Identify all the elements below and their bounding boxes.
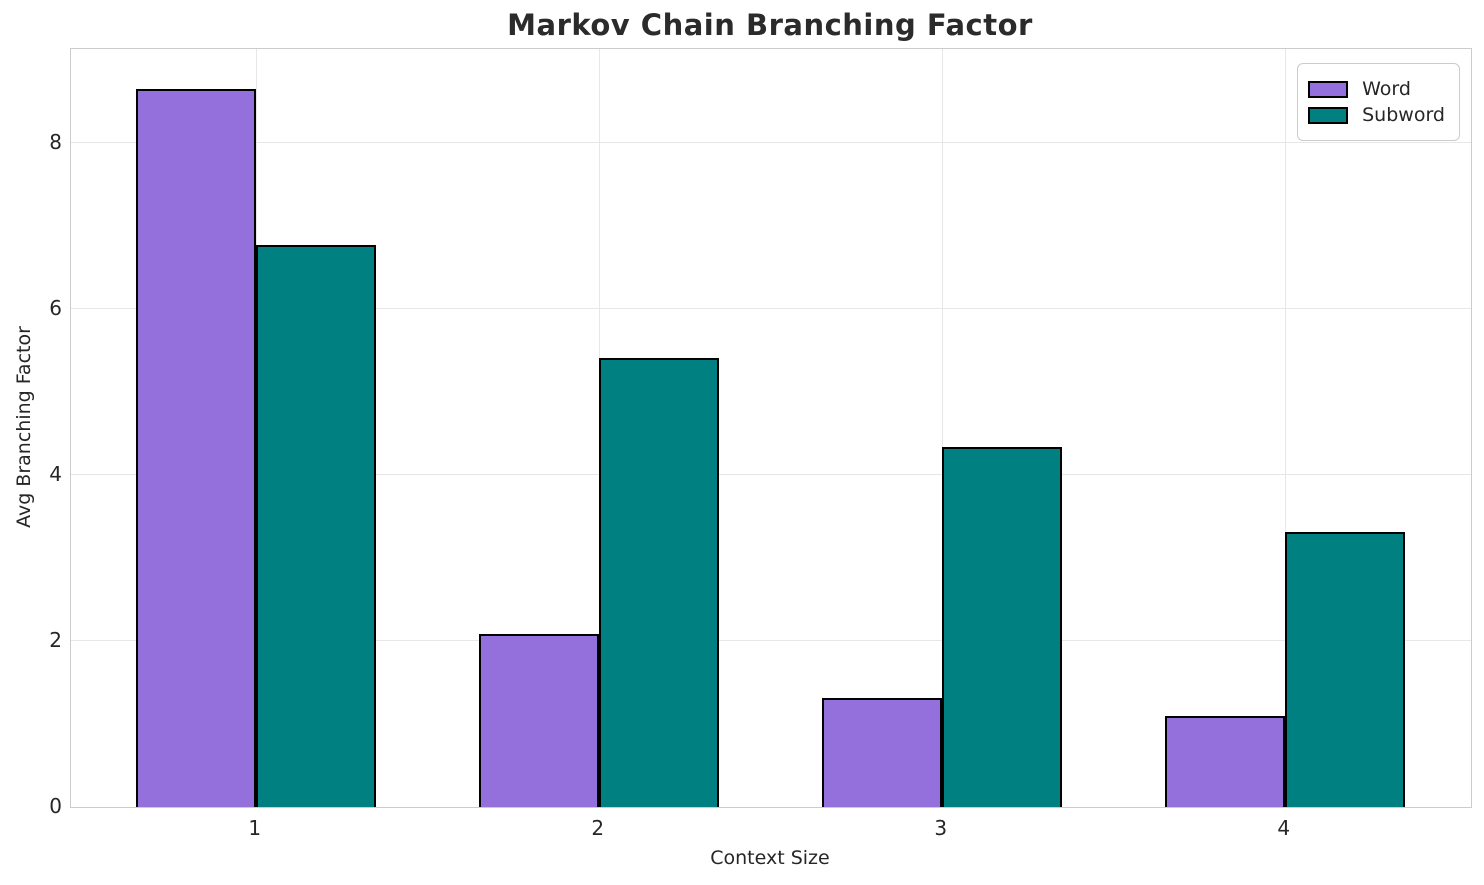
bar-subword-1 (255, 244, 376, 807)
x-tick-label-3: 3 (934, 816, 948, 840)
x-axis-label: Context Size (710, 847, 830, 869)
y-tick-label-6: 6 (49, 295, 62, 320)
bar-subword-3 (941, 446, 1062, 807)
bar-word-1 (135, 88, 256, 807)
gridline-y-2 (71, 639, 1471, 641)
bar-subword-2 (598, 357, 719, 807)
gridline-x-3 (941, 49, 943, 807)
bar-word-2 (478, 634, 599, 807)
legend-label-word: Word (1362, 78, 1411, 100)
gridline-y-6 (71, 307, 1471, 309)
x-tick-label-2: 2 (591, 816, 605, 840)
y-tick-label-4: 4 (49, 461, 62, 486)
legend-item-subword: Subword (1308, 104, 1445, 126)
x-tick-label-1: 1 (248, 816, 262, 840)
y-tick-label-8: 8 (49, 129, 62, 154)
bar-word-3 (821, 698, 942, 807)
bar-subword-4 (1284, 532, 1405, 807)
plot-area: Word Subword (70, 48, 1472, 808)
y-tick-label-2: 2 (49, 627, 62, 652)
legend-label-subword: Subword (1362, 104, 1445, 126)
gridline-y-8 (71, 141, 1471, 143)
x-tick-label-4: 4 (1277, 816, 1291, 840)
bar-word-4 (1164, 715, 1285, 807)
legend-swatch-word (1308, 80, 1349, 98)
y-axis-label: Avg Branching Factor (13, 326, 35, 528)
gridline-x-4 (1284, 49, 1286, 807)
y-tick-label-0: 0 (49, 794, 62, 818)
legend-swatch-subword (1308, 106, 1349, 124)
gridline-y-4 (71, 473, 1471, 475)
legend-item-word: Word (1308, 78, 1445, 100)
chart-title: Markov Chain Branching Factor (507, 8, 1033, 42)
legend: Word Subword (1297, 63, 1460, 141)
